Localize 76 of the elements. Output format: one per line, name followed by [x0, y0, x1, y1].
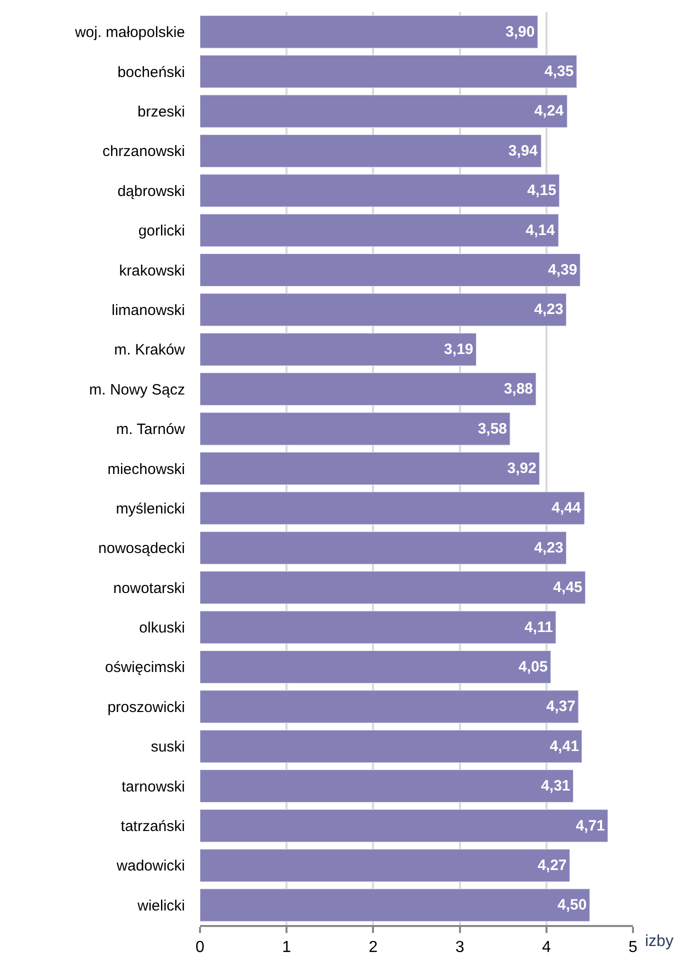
x-tick-label: 4 [542, 939, 551, 956]
data-label: 3,19 [444, 340, 474, 358]
y-tick-label: bocheński [117, 64, 185, 81]
data-label: 4,39 [548, 262, 578, 279]
bar [200, 412, 510, 446]
y-tick-label: gorlicki [138, 222, 185, 240]
y-tick-label: miechowski [107, 460, 185, 478]
bar [200, 492, 585, 525]
x-tick-label: 0 [196, 939, 205, 956]
y-tick-label: tatrzański [120, 818, 185, 836]
data-label: 4,24 [534, 102, 564, 120]
bar [200, 332, 476, 366]
bar [200, 809, 608, 842]
bar [200, 650, 551, 684]
y-tick-label: limanowski [112, 302, 185, 319]
bar [200, 690, 579, 724]
y-tick-label: olkuski [139, 620, 185, 637]
data-label: 4,44 [552, 500, 582, 517]
y-tick-label: suski [150, 738, 185, 756]
bar [200, 571, 586, 604]
y-tick-label: proszowicki [107, 698, 185, 716]
bar [200, 15, 538, 48]
bar [200, 372, 536, 406]
data-label: 4,23 [534, 539, 564, 556]
x-tick-label: 3 [455, 939, 464, 956]
bar [200, 770, 574, 803]
bar [200, 848, 570, 882]
data-label: 3,92 [507, 460, 536, 477]
bar [200, 134, 542, 168]
bar [200, 888, 590, 922]
data-label: 4,71 [576, 817, 605, 834]
data-label: 4,05 [518, 658, 548, 676]
data-label: 4,14 [526, 222, 556, 239]
data-label: 4,37 [546, 698, 576, 716]
x-tick-label: 2 [368, 939, 378, 956]
bar [200, 94, 568, 128]
data-label: 3,90 [506, 23, 535, 40]
data-label: 4,45 [553, 579, 582, 596]
bar [200, 214, 559, 247]
bar [200, 610, 556, 644]
data-label: 3,58 [478, 420, 508, 438]
bar [200, 531, 567, 564]
data-label: 4,15 [527, 182, 556, 200]
data-label: 3,88 [504, 380, 534, 398]
x-tick-label: 1 [282, 939, 292, 956]
data-label: 4,50 [557, 896, 587, 914]
y-tick-label: oświęcimski [104, 659, 185, 676]
data-label: 4,11 [524, 618, 553, 636]
data-label: 4,23 [534, 301, 564, 318]
bar [200, 174, 560, 208]
data-label: 4,41 [550, 738, 579, 755]
data-label: 3,94 [508, 142, 538, 160]
data-label: 4,35 [544, 63, 574, 80]
bar [200, 254, 580, 287]
x-tick-label: 5 [628, 939, 638, 956]
y-tick-label: m. Nowy Sącz [89, 381, 185, 398]
y-tick-label: m. Kraków [114, 342, 186, 359]
y-tick-label: chrzanowski [102, 143, 185, 160]
y-tick-label: dąbrowski [117, 182, 185, 200]
bar [200, 452, 540, 486]
y-tick-label: m. Tarnów [116, 421, 186, 438]
data-label: 4,31 [541, 778, 570, 795]
y-tick-label: krakowski [119, 262, 185, 280]
y-tick-label: nowotarski [113, 580, 185, 597]
data-label: 4,27 [538, 856, 567, 874]
y-tick-label: wielicki [136, 897, 185, 914]
x-axis-title: izby [645, 933, 674, 950]
y-tick-label: brzeski [137, 103, 185, 120]
y-tick-label: tarnowski [122, 778, 185, 796]
y-tick-label: myślenicki [116, 500, 185, 518]
bar [200, 55, 577, 88]
y-tick-label: woj. małopolskie [74, 24, 185, 42]
bar [200, 730, 582, 763]
bar [200, 293, 567, 326]
y-tick-label: wadowicki [116, 858, 185, 875]
y-tick-label: nowosądecki [98, 540, 185, 558]
